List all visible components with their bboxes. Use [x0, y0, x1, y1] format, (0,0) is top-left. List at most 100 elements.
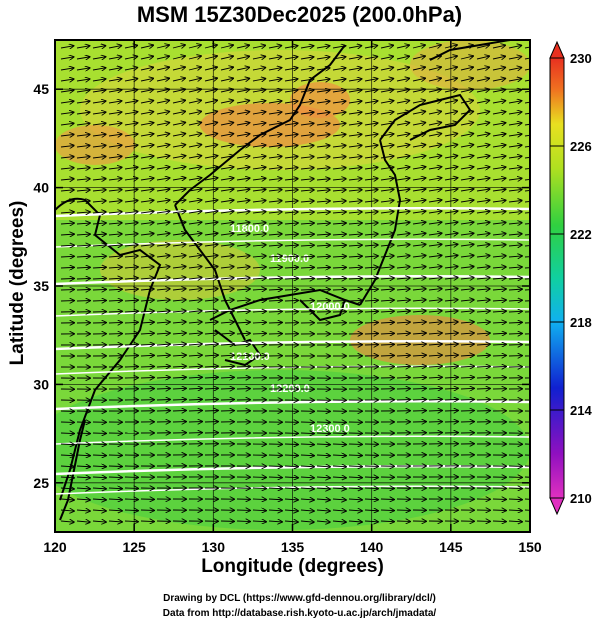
wind-arrow — [396, 366, 410, 367]
wind-arrow — [76, 123, 90, 125]
wind-arrow — [284, 79, 298, 81]
wind-arrow — [492, 78, 505, 81]
wind-arrow — [172, 111, 185, 114]
wind-arrow — [300, 488, 314, 489]
wind-arrow — [140, 134, 153, 136]
wind-arrow — [364, 311, 378, 312]
wind-arrow — [300, 134, 314, 136]
wind-arrow — [188, 344, 202, 345]
wind-arrow — [396, 56, 409, 59]
wind-arrow — [428, 266, 442, 268]
wind-arrow — [396, 245, 410, 246]
wind-arrow — [60, 123, 74, 125]
wind-arrow — [460, 244, 474, 246]
wind-arrow — [364, 245, 378, 246]
wind-arrow — [124, 289, 138, 290]
wind-arrow — [60, 101, 74, 103]
wind-arrow — [300, 444, 314, 445]
wind-arrow — [348, 201, 362, 202]
wind-arrow — [476, 78, 489, 81]
wind-arrow — [140, 145, 154, 147]
wind-arrow — [444, 56, 457, 59]
wind-arrow — [252, 300, 266, 301]
wind-arrow — [380, 322, 394, 323]
wind-arrow — [236, 344, 250, 345]
wind-arrow — [444, 322, 458, 323]
wind-arrow — [220, 322, 234, 323]
wind-arrow — [412, 200, 426, 202]
wind-arrow — [124, 134, 138, 136]
wind-arrow — [524, 123, 530, 126]
wind-arrow — [204, 244, 218, 246]
wind-arrow — [332, 168, 346, 169]
wind-arrow — [396, 156, 410, 158]
wind-arrow — [188, 289, 202, 290]
y-tick-label: 35 — [33, 278, 49, 294]
wind-arrow — [444, 100, 457, 103]
wind-arrow — [156, 123, 169, 125]
wind-arrow — [220, 123, 233, 125]
wind-arrow — [332, 201, 346, 202]
wind-arrow — [444, 255, 458, 257]
wind-arrow — [316, 112, 330, 114]
wind-arrow — [188, 100, 201, 103]
wind-arrow — [92, 57, 105, 59]
wind-arrow — [236, 245, 250, 246]
wind-arrow — [332, 278, 346, 279]
wind-arrow — [92, 234, 106, 235]
wind-arrow — [76, 455, 90, 456]
wind-arrow — [460, 56, 473, 59]
wind-arrow — [428, 200, 442, 202]
wind-arrow — [76, 79, 90, 81]
wind-arrow — [508, 68, 521, 70]
wind-arrow — [156, 178, 170, 180]
wind-arrow — [220, 344, 234, 345]
wind-arrow — [284, 300, 298, 301]
wind-arrow — [524, 212, 530, 214]
wind-arrow — [524, 156, 530, 159]
wind-arrow — [156, 300, 170, 301]
wind-arrow — [108, 156, 122, 158]
wind-arrow — [348, 68, 361, 70]
wind-arrow — [204, 322, 218, 323]
wind-arrow — [204, 311, 218, 312]
wind-arrow — [492, 289, 506, 290]
wind-arrow — [236, 145, 250, 147]
wind-arrow — [300, 90, 314, 92]
wind-arrow — [300, 101, 314, 103]
wind-arrow — [124, 267, 138, 268]
wind-arrow — [396, 333, 410, 334]
wind-arrow — [524, 465, 530, 467]
wind-arrow — [332, 234, 346, 235]
wind-arrow — [188, 233, 202, 235]
wind-arrow — [204, 111, 217, 114]
wind-arrow — [92, 168, 106, 169]
wind-arrow — [316, 499, 330, 500]
wind-arrow — [236, 234, 250, 235]
wind-arrow — [220, 211, 234, 213]
wind-arrow — [508, 267, 522, 268]
wind-arrow — [156, 344, 170, 345]
wind-arrow — [268, 245, 282, 246]
wind-arrow — [460, 366, 474, 367]
wind-arrow — [444, 366, 458, 367]
wind-arrow — [428, 122, 441, 125]
wind-arrow — [492, 344, 506, 345]
wind-arrow — [524, 57, 530, 60]
wind-arrow — [204, 89, 217, 92]
wind-arrow — [380, 101, 393, 103]
wind-arrow — [156, 322, 170, 323]
wind-arrow — [188, 178, 201, 180]
wind-arrow — [268, 488, 282, 489]
credit-dcl: Drawing by DCL (https://www.gfd-dennou.o… — [163, 593, 436, 604]
wind-arrow — [316, 510, 330, 511]
wind-arrow — [220, 278, 234, 279]
wind-arrow — [428, 134, 441, 136]
wind-arrow — [492, 366, 506, 367]
wind-arrow — [284, 289, 298, 290]
wind-arrow — [220, 167, 234, 169]
credit-data-source: Data from http://database.rish.kyoto-u.a… — [162, 608, 437, 619]
wind-arrow — [188, 410, 202, 411]
wind-arrow — [476, 178, 490, 180]
wind-arrow — [268, 311, 282, 312]
